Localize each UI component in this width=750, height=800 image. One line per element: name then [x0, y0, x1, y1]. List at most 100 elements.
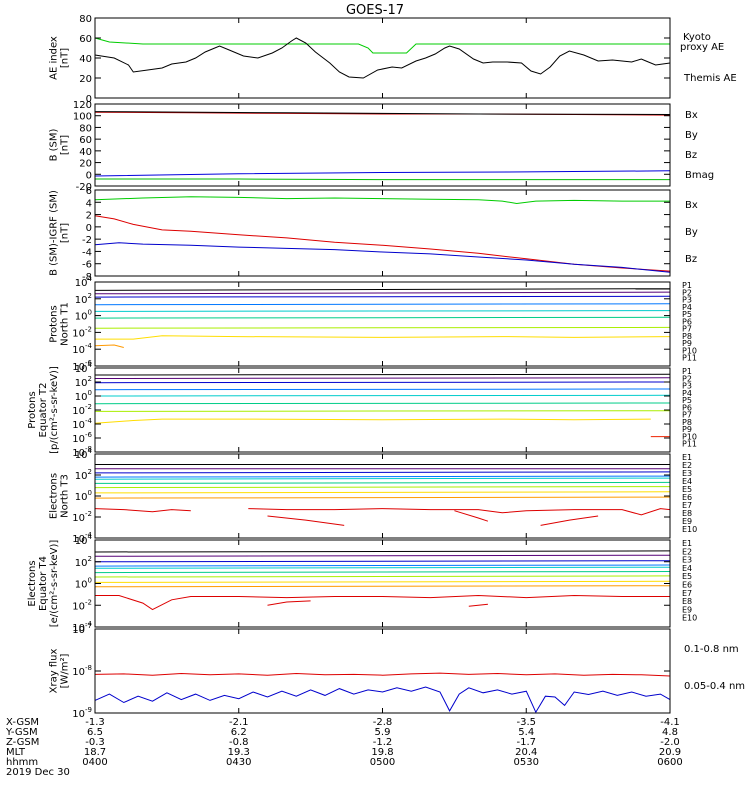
legend-label: P7 [682, 411, 692, 420]
y-tick-label: 102 [75, 555, 92, 569]
y-tick-label: -8 [82, 272, 92, 283]
series-line [94, 580, 671, 583]
series-line [94, 481, 671, 484]
time-axis-value: 20.4 [515, 747, 537, 758]
series-line [94, 566, 671, 569]
time-axis-value: 6.2 [231, 727, 247, 738]
legend-label: E2 [682, 547, 692, 556]
time-axis-value: -3.5 [516, 717, 536, 728]
series-line [94, 242, 671, 273]
series-line [95, 178, 670, 181]
legend-label: E6 [682, 581, 692, 590]
series-line [95, 594, 670, 611]
legend-label: P3 [682, 382, 692, 391]
legend-label: P8 [682, 418, 692, 427]
y-axis-label: Equator T4 [38, 556, 49, 611]
y-tick-label: 100 [75, 389, 92, 403]
y-tick-label: 102 [75, 375, 92, 389]
legend-label: Bx [685, 110, 698, 121]
series-line [94, 496, 671, 499]
legend-label: proxy AE [680, 42, 724, 53]
y-axis-label: Electrons [27, 560, 38, 606]
y-axis-label: Electrons [49, 473, 60, 519]
y-tick-label: 80 [79, 123, 92, 134]
series-line [540, 515, 599, 526]
legend-label: E6 [682, 493, 692, 502]
y-axis-label: AE index [49, 36, 60, 80]
y-axis-label: B (SM)-IGRF (SM) [49, 190, 60, 276]
y-tick-label: 10-6 [72, 431, 92, 445]
legend-label: Bz [685, 254, 697, 265]
panel-8: 10-7 10-8 10-9 Xray flux [W/m²] 0.1-0.8 nm 0.0… [49, 622, 746, 720]
series-line [94, 111, 671, 115]
series-line [94, 491, 671, 494]
series-line [94, 508, 191, 513]
legend-label: P1 [682, 281, 692, 290]
y-tick-label: -6 [82, 260, 92, 271]
y-tick-label: 10-8 [72, 445, 92, 459]
plot-title: GOES-17 [346, 3, 404, 18]
legend-label: E10 [682, 614, 697, 623]
panel-7: 104 102 100 10-2 10-4 Electrons Equator T4 [e/(… [27, 533, 697, 634]
time-axis-value: 20.9 [659, 747, 681, 758]
y-axis-label: North T1 [60, 302, 71, 346]
legend-label: By [685, 227, 698, 238]
y-axis-label: Protons [49, 305, 60, 342]
time-axis-value: 19.8 [371, 747, 393, 758]
y-tick-label: 10-6 [72, 359, 92, 373]
series-line [95, 335, 671, 340]
y-tick-label: 10-4 [72, 342, 92, 356]
y-axis-label: [nT] [60, 223, 71, 243]
series-line [94, 575, 671, 578]
y-tick-label: -4 [82, 247, 92, 258]
time-axis-value: 0530 [514, 757, 539, 768]
series-line [94, 316, 671, 319]
y-tick-label: 100 [75, 577, 92, 591]
panel-frame [94, 281, 671, 367]
time-axis-value: -1.3 [85, 717, 105, 728]
time-axis-value: -1.2 [373, 737, 393, 748]
legend-label: E4 [682, 477, 692, 486]
y-tick-label: -20 [76, 182, 92, 193]
series-line [267, 515, 345, 526]
y-axis-label: North T3 [60, 474, 71, 518]
legend-label: Bx [685, 200, 698, 211]
y-tick-label: 104 [75, 361, 93, 375]
y-tick-label: 104 [75, 447, 93, 461]
series-line [94, 310, 671, 312]
series-line [94, 303, 671, 306]
legend-label: E2 [682, 461, 692, 470]
time-axis: X-GSM -1.3 -2.1 -2.8 -3.5 -4.1 Y-GSM 6.5 6.2 5.9 5… [5, 717, 683, 778]
y-tick-label: 10-7 [72, 622, 92, 636]
y-tick-label: 10-8 [72, 664, 92, 678]
series-line [94, 196, 670, 205]
y-tick-label: 10-2 [72, 598, 92, 612]
time-axis-row-label: Z-GSM [6, 737, 39, 748]
time-axis-value: 0430 [226, 757, 251, 768]
legend-label: P3 [682, 296, 692, 305]
legend-label: P4 [682, 303, 692, 312]
panel-frame [94, 628, 671, 714]
time-axis-value: 4.8 [662, 727, 678, 738]
y-tick-label: 10-9 [72, 706, 92, 720]
time-axis-value: -2.1 [229, 717, 249, 728]
series-line [94, 381, 671, 384]
legend-label: E1 [682, 453, 692, 462]
legend-label: P6 [682, 403, 692, 412]
y-tick-label: 6 [86, 186, 92, 197]
y-tick-label: 100 [75, 489, 92, 503]
time-axis-value: -4.1 [660, 717, 680, 728]
legend-label: E1 [682, 539, 692, 548]
y-tick-label: 2 [86, 211, 92, 222]
series-line [94, 486, 671, 489]
legend-label: E9 [682, 517, 692, 526]
series-line [94, 377, 671, 379]
legend-label: E7 [682, 589, 692, 598]
time-axis-value: -0.8 [229, 737, 249, 748]
y-axis-label: [nT] [60, 48, 71, 68]
